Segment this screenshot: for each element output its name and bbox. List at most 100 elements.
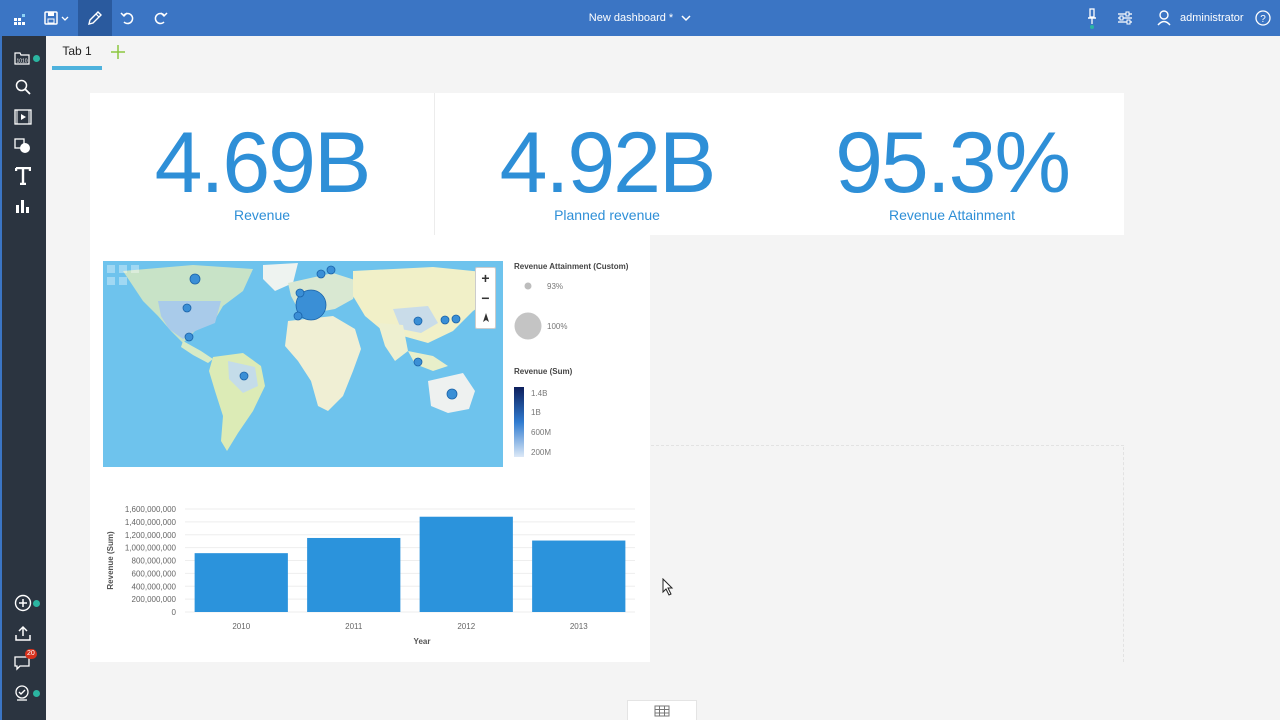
legend-size-small bbox=[524, 282, 532, 290]
y-tick-label: 200,000,000 bbox=[132, 595, 177, 604]
data-tray-toggle[interactable] bbox=[627, 700, 697, 720]
reset-north-button[interactable] bbox=[476, 308, 495, 328]
add-tab-button[interactable] bbox=[108, 42, 128, 62]
comments-button[interactable]: 20 bbox=[0, 649, 46, 677]
x-tick-label: 2012 bbox=[457, 622, 475, 631]
x-axis-title: Year bbox=[414, 637, 431, 646]
user-icon bbox=[1157, 10, 1171, 26]
legend-size-title: Revenue Attainment (Custom) bbox=[514, 262, 629, 271]
grid-table-icon bbox=[654, 705, 670, 716]
kpi-value: 4.92B bbox=[499, 115, 717, 211]
help-icon: ? bbox=[1255, 10, 1271, 26]
kpi-label: Planned revenue bbox=[554, 207, 660, 223]
kpi-revenue[interactable]: 4.69B Revenue bbox=[90, 93, 434, 235]
status-dot bbox=[33, 600, 40, 607]
user-name[interactable]: administrator bbox=[1180, 12, 1244, 24]
notifications-button[interactable] bbox=[0, 679, 46, 707]
top-app-bar: New dashboard * administrator ? bbox=[0, 0, 1280, 36]
app-logo-icon[interactable] bbox=[8, 0, 34, 36]
legend-color-tick: 1B bbox=[531, 408, 541, 417]
y-tick-label: 1,000,000,000 bbox=[125, 544, 177, 553]
y-tick-label: 600,000,000 bbox=[132, 569, 177, 578]
plus-icon bbox=[111, 45, 125, 59]
y-axis-title: Revenue (Sum) bbox=[106, 531, 115, 590]
kpi-value: 95.3% bbox=[835, 115, 1071, 211]
undo-button[interactable] bbox=[116, 0, 140, 36]
y-tick-label: 1,600,000,000 bbox=[125, 505, 177, 514]
bar[interactable] bbox=[532, 540, 626, 612]
empty-drop-zone-top[interactable] bbox=[651, 235, 1124, 446]
redo-button[interactable] bbox=[148, 0, 172, 36]
map-zoom-control: + − bbox=[475, 267, 496, 329]
pin-button[interactable] bbox=[1082, 0, 1102, 36]
bar[interactable] bbox=[307, 537, 401, 612]
bar-chart-svg: 0 200,000,000 400,000,000 600,000,000 800,00… bbox=[106, 505, 635, 646]
kpi-label: Revenue Attainment bbox=[888, 207, 1016, 223]
redo-icon bbox=[154, 12, 168, 25]
map-legend: Revenue Attainment (Custom) 93% 100% Rev… bbox=[514, 262, 644, 462]
x-tick-label: 2013 bbox=[570, 622, 588, 631]
y-tick-label: 1,200,000,000 bbox=[125, 531, 177, 540]
chevron-down-icon bbox=[681, 15, 691, 22]
save-menu-button[interactable] bbox=[40, 0, 74, 36]
plus-circle-icon bbox=[14, 594, 32, 612]
y-tick-label: 800,000,000 bbox=[132, 557, 177, 566]
y-tick-label: 1,400,000,000 bbox=[125, 518, 177, 527]
upload-icon bbox=[15, 625, 31, 641]
kpi-revenue-attainment[interactable]: 95.3% Revenue Attainment bbox=[780, 93, 1124, 235]
data-sources-icon: 1010 bbox=[14, 52, 30, 65]
kpi-planned-revenue[interactable]: 4.92B Planned revenue bbox=[435, 93, 779, 235]
text-button[interactable] bbox=[0, 162, 46, 190]
sliders-icon bbox=[1118, 11, 1132, 25]
y-tick-label: 400,000,000 bbox=[132, 582, 177, 591]
search-icon bbox=[15, 79, 31, 95]
bar-chart-icon bbox=[16, 200, 29, 213]
legend-color-ramp bbox=[514, 387, 524, 457]
shapes-button[interactable] bbox=[0, 132, 46, 160]
pencil-icon bbox=[88, 11, 102, 25]
left-toolbar: 1010 20 bbox=[0, 36, 46, 720]
legend-color-tick: 1.4B bbox=[531, 389, 548, 398]
add-button[interactable] bbox=[0, 589, 46, 617]
kpi-divider bbox=[434, 93, 435, 235]
revenue-bar-chart[interactable]: 0 200,000,000 400,000,000 600,000,000 800,00… bbox=[100, 500, 645, 650]
legend-color-title: Revenue (Sum) bbox=[514, 367, 573, 376]
dashboard-title: New dashboard * bbox=[588, 12, 674, 24]
world-map[interactable] bbox=[103, 261, 503, 467]
status-dot bbox=[33, 55, 40, 62]
svg-text:1010: 1010 bbox=[16, 59, 27, 65]
pin-icon bbox=[1088, 8, 1096, 29]
x-tick-label: 2011 bbox=[345, 622, 363, 631]
search-button[interactable] bbox=[0, 73, 46, 101]
status-dot bbox=[33, 690, 40, 697]
dashboard-title-dropdown[interactable]: New dashboard * bbox=[560, 0, 720, 36]
save-icon bbox=[44, 11, 69, 25]
legend-size-max: 100% bbox=[547, 322, 568, 331]
comments-badge: 20 bbox=[25, 649, 37, 659]
help-button[interactable]: ? bbox=[1252, 0, 1274, 36]
legend-color-tick: 200M bbox=[531, 448, 552, 457]
properties-button[interactable] bbox=[1114, 0, 1136, 36]
kpi-value: 4.69B bbox=[154, 115, 372, 211]
mouse-cursor bbox=[662, 577, 674, 601]
undo-icon bbox=[120, 12, 134, 25]
x-tick-label: 2010 bbox=[232, 622, 250, 631]
zoom-out-button[interactable]: − bbox=[481, 290, 490, 306]
user-menu-button[interactable] bbox=[1154, 0, 1174, 36]
legend-size-large bbox=[514, 312, 542, 340]
bar[interactable] bbox=[194, 553, 288, 612]
empty-drop-zone-bottom[interactable] bbox=[651, 447, 1124, 662]
kpi-label: Revenue bbox=[233, 207, 291, 223]
film-icon bbox=[14, 109, 32, 125]
edit-mode-button[interactable] bbox=[78, 0, 112, 36]
share-button[interactable] bbox=[0, 619, 46, 647]
bar[interactable] bbox=[419, 516, 513, 612]
data-sources-button[interactable]: 1010 bbox=[0, 44, 46, 72]
tab-label: Tab 1 bbox=[62, 44, 92, 58]
shapes-icon bbox=[14, 138, 30, 153]
text-icon bbox=[15, 167, 31, 185]
tab-1[interactable]: Tab 1 bbox=[52, 38, 102, 70]
media-button[interactable] bbox=[0, 103, 46, 131]
visualizations-button[interactable] bbox=[0, 192, 46, 220]
zoom-in-button[interactable]: + bbox=[481, 270, 490, 286]
